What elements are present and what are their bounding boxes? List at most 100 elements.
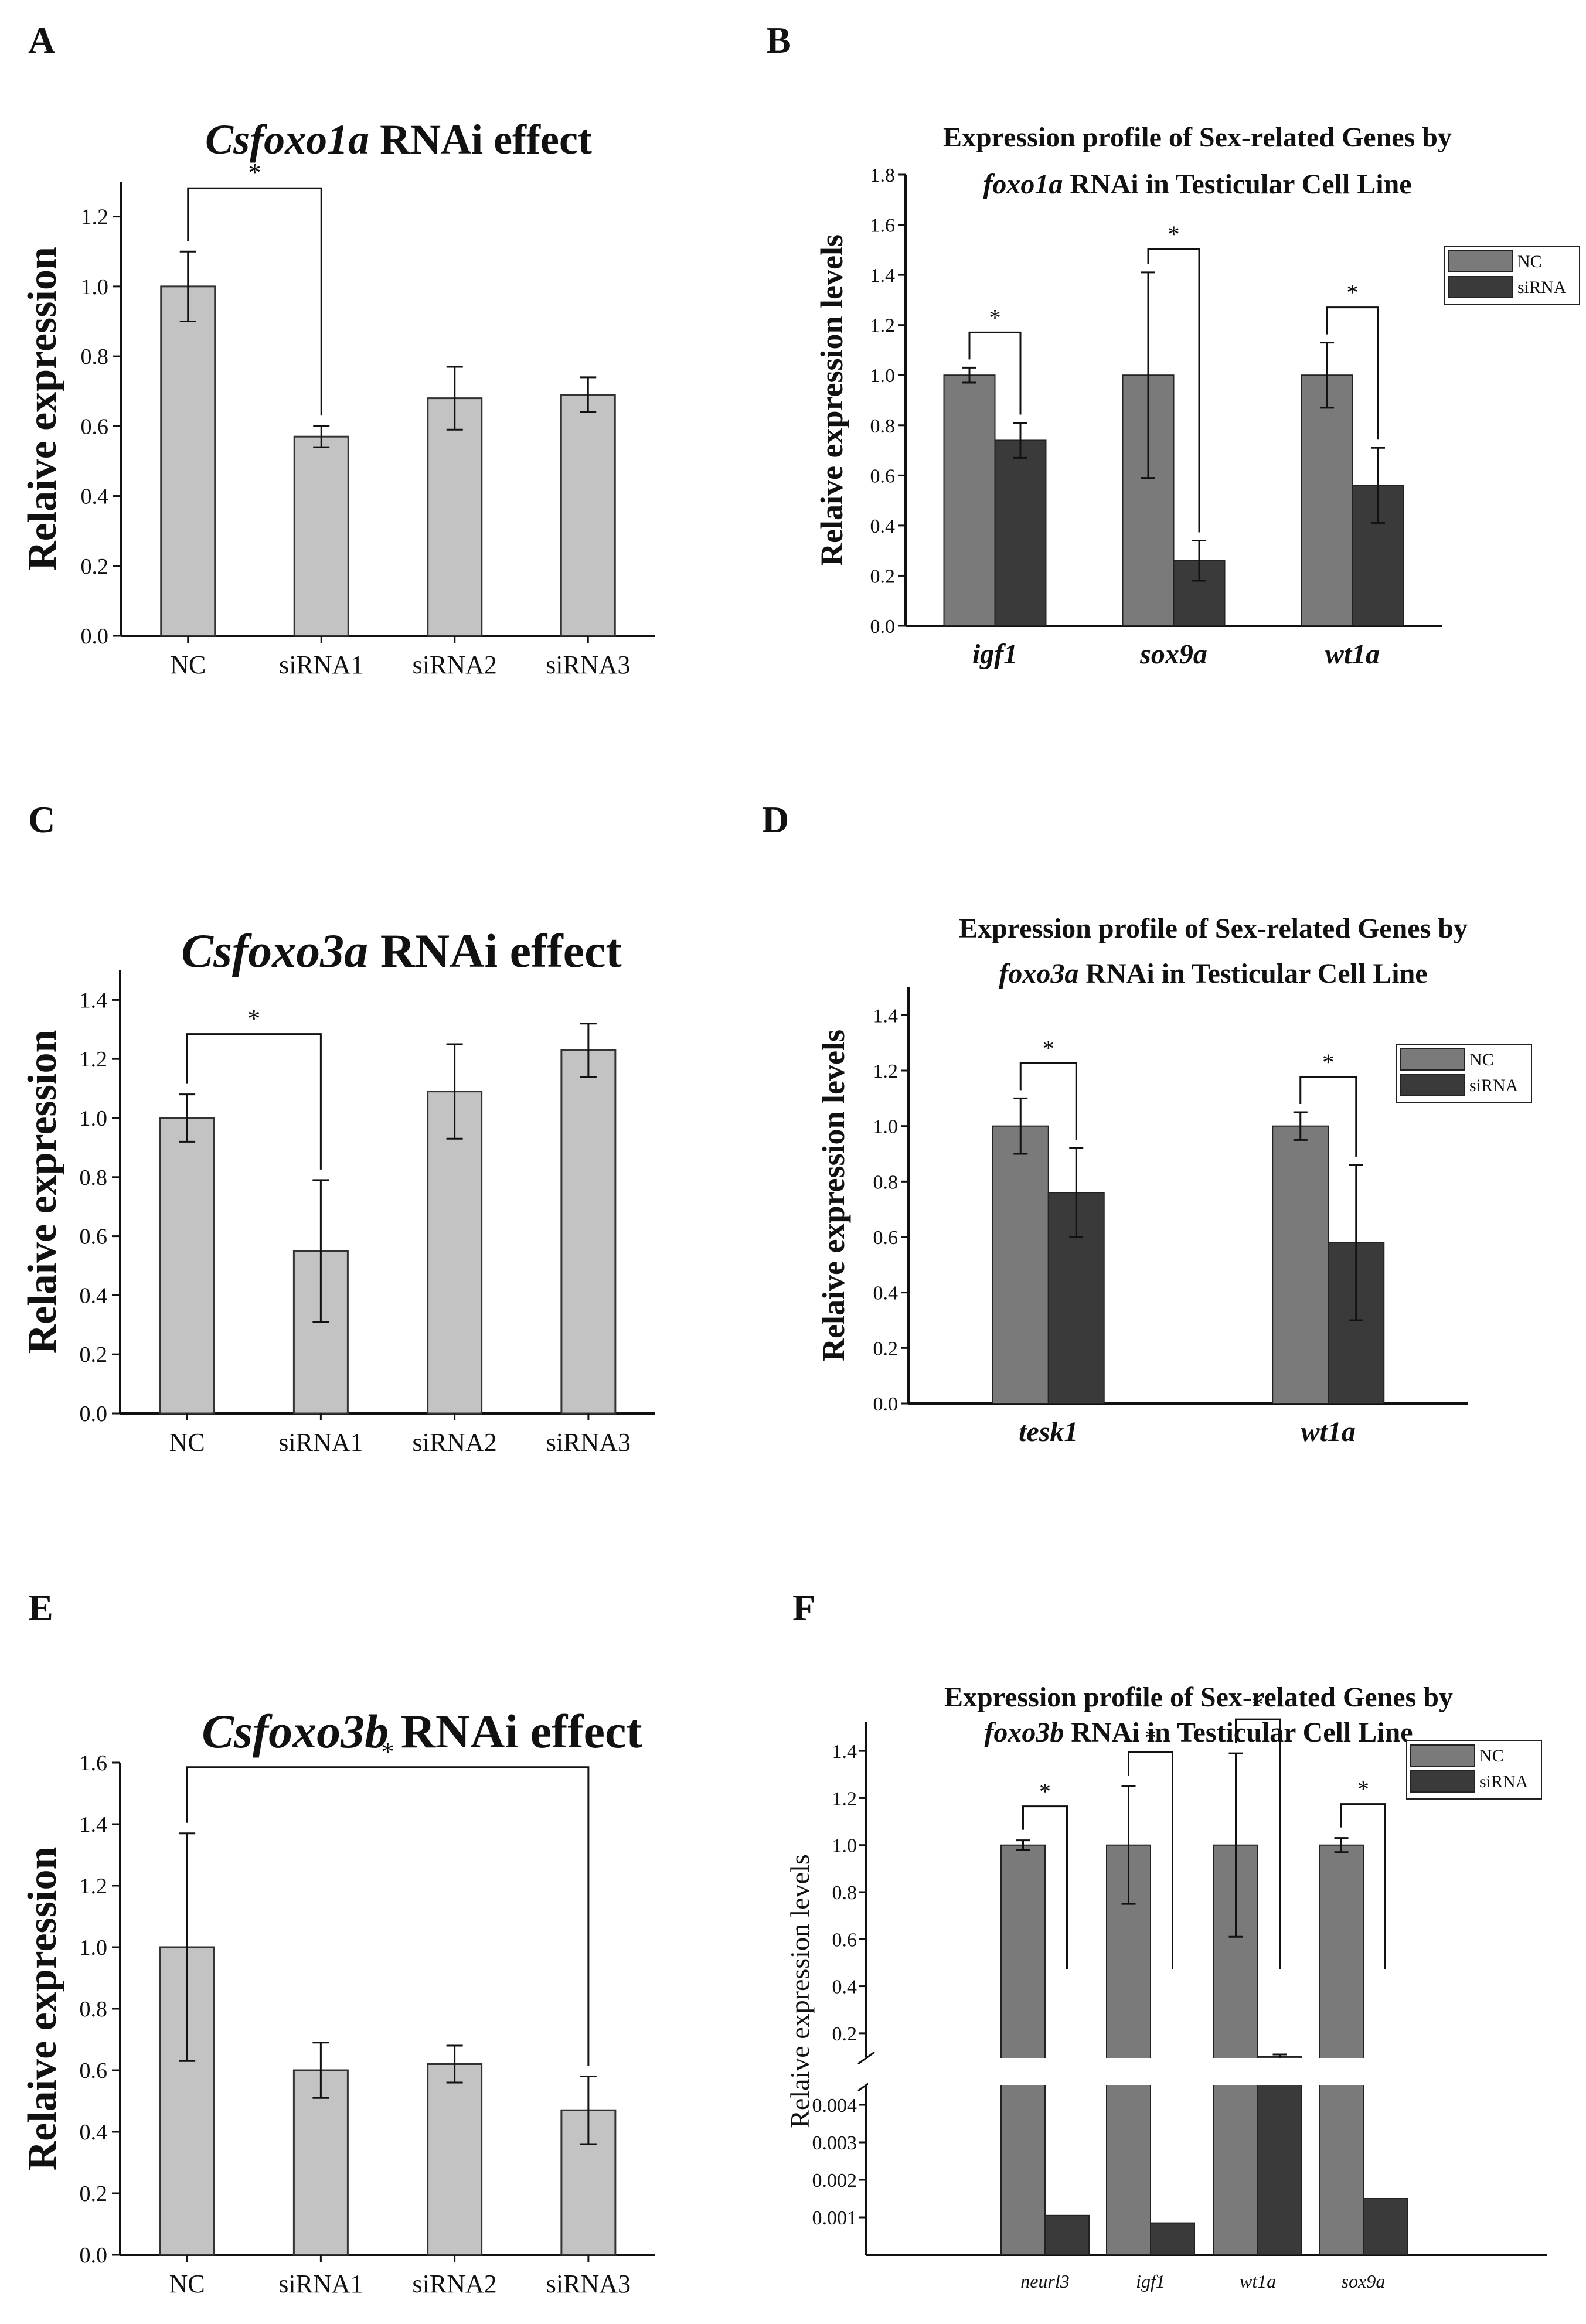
panel-f-bar-wt1a-sirna (1257, 2056, 1302, 2255)
panel-d-sig-bracket-tesk1 (1019, 1062, 1077, 1140)
panel-e-xtick-label-sirna1: siRNA1 (278, 2270, 363, 2298)
panel-e-ytick-label: 0.0 (80, 2243, 108, 2268)
panel-f-sig-bracket-igf1-star: * (1145, 1724, 1156, 1750)
panel-a-sig-bracket-star: * (249, 158, 261, 187)
panel-d-ytick-label: 0.0 (873, 1393, 898, 1415)
panel-b-ytick-label: 0.2 (870, 565, 896, 587)
panel-f-ytick-label: 1.4 (832, 1741, 857, 1763)
panel-a-title-italic: Csfoxo1a (205, 116, 369, 163)
panel-f-bar-igf1-nc (1106, 1844, 1151, 2256)
panel-a-xtick-label-nc: NC (170, 650, 206, 679)
panel-d-legend-swatch-sirna (1400, 1074, 1465, 1096)
panel-b-xtick-label-sox9a: sox9a (1139, 639, 1207, 670)
panel-e-bar-sirna2 (427, 2063, 483, 2256)
panel-b-ytick-label: 0.4 (870, 516, 896, 537)
panel-f-ytick-label: 0.4 (832, 1977, 857, 1998)
panel-c-ytick-label: 1.2 (80, 1047, 108, 1072)
panel-c-title-italic: Csfoxo3a (181, 924, 368, 977)
panel-b-bar-wt1a-nc (1301, 374, 1353, 626)
panel-e-ytick-label: 1.6 (80, 1751, 108, 1776)
panel-f-title-line2: foxo3b RNAi in Testicular Cell Line (984, 1717, 1413, 1748)
panel-c-sig-bracket-star: * (247, 1004, 260, 1033)
panel-a-title: Csfoxo1a RNAi effect (205, 116, 592, 163)
panel-d-ytick-label: 0.8 (873, 1171, 898, 1193)
panel-f-ytick-label: 0.004 (812, 2095, 857, 2117)
panel-b-ytick-label: 1.6 (870, 215, 896, 237)
panel-a-bar-sirna2 (427, 397, 483, 637)
panel-b-title-line2-italic: foxo1a (983, 169, 1063, 200)
panel-a-ylabel: Relaive expression (20, 247, 65, 571)
panel-b-legend-label-sirna: siRNA (1517, 278, 1567, 297)
panel-e-title: Csfoxo3b RNAi effect (202, 1705, 642, 1758)
panel-b-ytick-label: 0.0 (870, 616, 896, 638)
panel-f-sig-bracket-sox9a-star: * (1357, 1776, 1369, 1802)
panel-d-title-line1: Expression profile of Sex-related Genes … (959, 913, 1468, 944)
panel-c-ytick-label: 1.4 (80, 988, 108, 1013)
panel-b-sig-bracket-wt1a (1326, 306, 1379, 440)
panel-c-ytick-label: 0.8 (80, 1166, 108, 1190)
panel-c-ytick-label: 0.4 (80, 1283, 108, 1308)
panel-f-bar-igf1-sirna (1150, 2222, 1195, 2256)
panel-d-ytick-label: 1.0 (873, 1116, 898, 1138)
panel-f-xtick-label-sox9a: sox9a (1342, 2271, 1386, 2292)
panel-f-label: F (792, 1587, 815, 1628)
panel-d-bar-wt1a-nc (1272, 1125, 1329, 1404)
panel-f-legend-swatch-nc (1410, 1744, 1475, 1767)
panel-f-title-line2-italic: foxo3b (984, 1717, 1064, 1748)
panel-a-bar-sirna1 (293, 435, 349, 637)
panel-a-bar-sirna3 (560, 394, 616, 637)
panel-c-bar-sirna3 (560, 1049, 617, 1415)
panel-b-title-line2: foxo1a RNAi in Testicular Cell Line (983, 169, 1411, 200)
panel-f-ytick-label: 0.001 (812, 2207, 857, 2229)
panel-a-ytick-label: 0.8 (81, 345, 109, 369)
panel-e-label: E (28, 1587, 53, 1628)
panel-a-ytick-label: 0.2 (81, 554, 109, 579)
panel-c-ytick-label: 0.0 (80, 1402, 108, 1426)
panel-b-sig-bracket-igf1 (968, 331, 1022, 415)
panel-d-ytick-label: 0.2 (873, 1338, 898, 1359)
panel-a-ytick-label: 0.6 (81, 414, 109, 439)
panel-c-xtick-label-nc: NC (169, 1428, 205, 1457)
panel-b-ytick-label: 0.8 (870, 415, 896, 437)
panel-f-ytick-label: 0.002 (812, 2170, 857, 2192)
panel-b-xtick-label-igf1: igf1 (972, 639, 1017, 670)
panel-c-ytick-label: 0.6 (80, 1225, 108, 1249)
panel-b-label: B (766, 19, 791, 61)
panel-d-legend-label-sirna: siRNA (1469, 1076, 1519, 1095)
panel-d-xtick-label-wt1a: wt1a (1301, 1416, 1356, 1447)
panel-d-legend-swatch-nc (1400, 1048, 1465, 1071)
panel-f-ytick-label: 0.8 (832, 1882, 857, 1904)
panel-e-ytick-label: 0.2 (80, 2182, 108, 2206)
panel-f-title-line2-rest: RNAi in Testicular Cell Line (1064, 1717, 1413, 1748)
panel-b-ylabel: Relaive expression levels (814, 234, 849, 566)
panel-e-xtick-label-sirna2: siRNA2 (413, 2270, 497, 2298)
panel-b-ytick-label: 1.8 (870, 165, 896, 186)
panel-f-sig-bracket-neurl3 (1022, 1805, 1068, 1969)
panel-c-xtick-label-sirna2: siRNA2 (413, 1428, 497, 1457)
panel-c-bar-sirna2 (427, 1091, 483, 1415)
panel-f-xtick-label-wt1a: wt1a (1240, 2271, 1276, 2292)
panel-d-title-line2: foxo3a RNAi in Testicular Cell Line (999, 958, 1427, 989)
panel-f-sig-bracket-wt1a (1235, 1718, 1281, 1969)
panel-b-sig-bracket-igf1-star: * (989, 304, 1001, 330)
panel-f-bar-neurl3-sirna (1044, 2214, 1090, 2256)
panel-d-title-line2-rest: RNAi in Testicular Cell Line (1078, 958, 1427, 989)
panel-d-ylabel: Relaive expression levels (816, 1030, 851, 1361)
panel-d-sig-bracket-tesk1-star: * (1043, 1035, 1054, 1061)
panel-e-ytick-label: 0.4 (80, 2120, 108, 2145)
panel-d-ytick-label: 0.6 (873, 1227, 898, 1249)
panel-d-sig-bracket-wt1a (1299, 1076, 1357, 1157)
panel-f-ytick-label: 1.0 (832, 1835, 857, 1857)
panel-a-sig-bracket (187, 187, 322, 416)
panel-e-sig-bracket-star: * (382, 1737, 394, 1766)
panel-c-ylabel: Relaive expression (20, 1030, 65, 1354)
panel-f-ytick-label: 0.003 (812, 2132, 857, 2154)
panel-d-label: D (762, 799, 789, 840)
panel-a-label: A (28, 19, 55, 61)
panel-a-bar-nc (160, 285, 216, 637)
panel-c-sig-bracket (186, 1033, 322, 1170)
panel-b-legend-swatch-sirna (1448, 276, 1513, 298)
panel-e-ytick-label: 0.6 (80, 2059, 108, 2083)
panel-e-title-italic: Csfoxo3b (202, 1705, 389, 1758)
panel-f-xtick-label-neurl3: neurl3 (1020, 2271, 1070, 2292)
